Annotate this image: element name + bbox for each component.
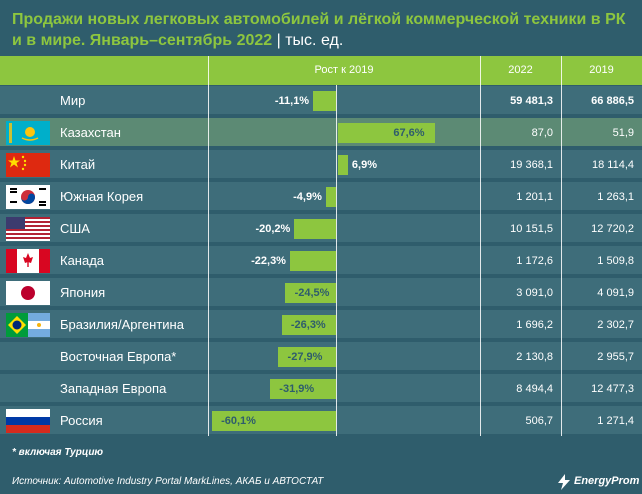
growth-label: -22,3% [251,255,286,267]
country-label: Западная Европа [60,381,167,396]
growth-bar [211,411,336,431]
value-2022: 1 172,6 [516,255,553,267]
column-divider [561,56,562,436]
growth-label: -26,3% [290,319,326,331]
header-2019: 2019 [589,64,614,76]
growth-label: -60,1% [221,415,256,427]
growth-bar [313,91,336,111]
value-2022: 2 130,8 [516,351,553,363]
table-header: Рост к 2019 2022 2019 [0,56,642,85]
br-ar-flag-icon [6,313,50,337]
kz-flag-icon [6,121,50,145]
growth-bar [325,187,336,207]
ru-flag-icon [6,409,50,433]
value-2019: 12 477,3 [591,383,634,395]
country-label: Бразилия/Аргентина [60,317,184,332]
growth-bar [289,251,336,271]
growth-bar [338,123,436,143]
country-label: США [60,221,90,236]
value-2019: 12 720,2 [591,223,634,235]
country-label: Южная Корея [60,189,144,204]
value-2019: 1 509,8 [597,255,634,267]
growth-label: 6,9% [351,159,377,171]
growth-bar [281,315,336,335]
table-row: Восточная Европа* -27,9% 2 130,8 2 955,7 [0,342,642,372]
growth-label: -27,9% [287,351,323,363]
cn-flag-icon [6,153,50,177]
growth-label: -4,9% [293,191,322,203]
value-2022: 1 201,1 [516,191,553,203]
table-row: Канада -22,3% 1 172,6 1 509,8 [0,246,642,276]
value-2019: 2 955,7 [597,351,634,363]
country-label: Япония [60,285,106,300]
column-divider [336,85,337,436]
country-label: Казахстан [60,125,121,140]
title-text: Продажи новых легковых автомобилей и лёг… [12,11,626,49]
unit-text: тыс. ед. [285,32,344,49]
growth-label: 67,6% [393,127,425,139]
growth-label: -20,2% [255,223,291,235]
growth-bar [338,155,348,175]
us-flag-icon [6,217,50,241]
growth-label: -31,9% [279,383,315,395]
value-2022: 1 696,2 [516,319,553,331]
column-divider [208,56,209,436]
value-2022: 506,7 [525,415,553,427]
value-2019: 1 263,1 [597,191,634,203]
table-row: Россия -60,1% 506,7 1 271,4 [0,406,642,436]
header-2022: 2022 [508,64,533,76]
value-2022: 3 091,0 [516,287,553,299]
table-row: Китай 6,9% 19 368,1 18 114,4 [0,150,642,180]
value-2022: 10 151,5 [510,223,553,235]
country-label: Россия [60,413,103,428]
table-row: Мир -11,1% 59 481,3 66 886,5 [0,86,642,116]
value-2022: 19 368,1 [510,159,553,171]
table-row: Япония -24,5% 3 091,0 4 091,9 [0,278,642,308]
energyprom-logo: EnergyProm [556,472,642,492]
unit-label: | тыс. ед. [276,32,344,49]
kr-flag-icon [6,185,50,209]
growth-bar [278,347,336,367]
header-growth: Рост к 2019 [314,64,374,76]
value-2019: 51,9 [612,127,634,139]
value-2022: 87,0 [531,127,553,139]
lightning-icon [558,474,570,490]
value-2019: 18 114,4 [591,159,634,171]
country-label: Мир [60,93,86,108]
jp-flag-icon [6,281,50,305]
value-2019: 66 886,5 [591,95,634,107]
growth-bar [294,219,336,239]
value-2019: 1 271,4 [597,415,634,427]
country-label: Восточная Европа* [60,349,177,364]
source-note: Источник: Automotive Industry Portal Mar… [12,476,324,487]
country-label: Китай [60,157,96,172]
value-2022: 8 494,4 [516,383,553,395]
growth-label: -24,5% [294,287,330,299]
table-row: Южная Корея -4,9% 1 201,1 1 263,1 [0,182,642,212]
column-divider [480,56,481,436]
country-label: Канада [60,253,105,268]
growth-bar [285,283,336,303]
table-row: Бразилия/Аргентина -26,3% 1 696,2 2 302,7 [0,310,642,340]
table-row: Западная Европа -31,9% 8 494,4 12 477,3 [0,374,642,404]
chart-title: Продажи новых легковых автомобилей и лёг… [12,9,632,51]
ca-flag-icon [6,249,50,273]
value-2022: 59 481,3 [510,95,553,107]
value-2019: 4 091,9 [597,287,634,299]
table-row: США -20,2% 10 151,5 12 720,2 [0,214,642,244]
value-2019: 2 302,7 [597,319,634,331]
growth-bar [270,379,336,399]
footnote: * включая Турцию [12,447,104,458]
table-row: Казахстан 67,6% 87,0 51,9 [0,118,642,148]
growth-label: -11,1% [274,95,310,107]
brand-name: EnergyProm [574,475,640,487]
